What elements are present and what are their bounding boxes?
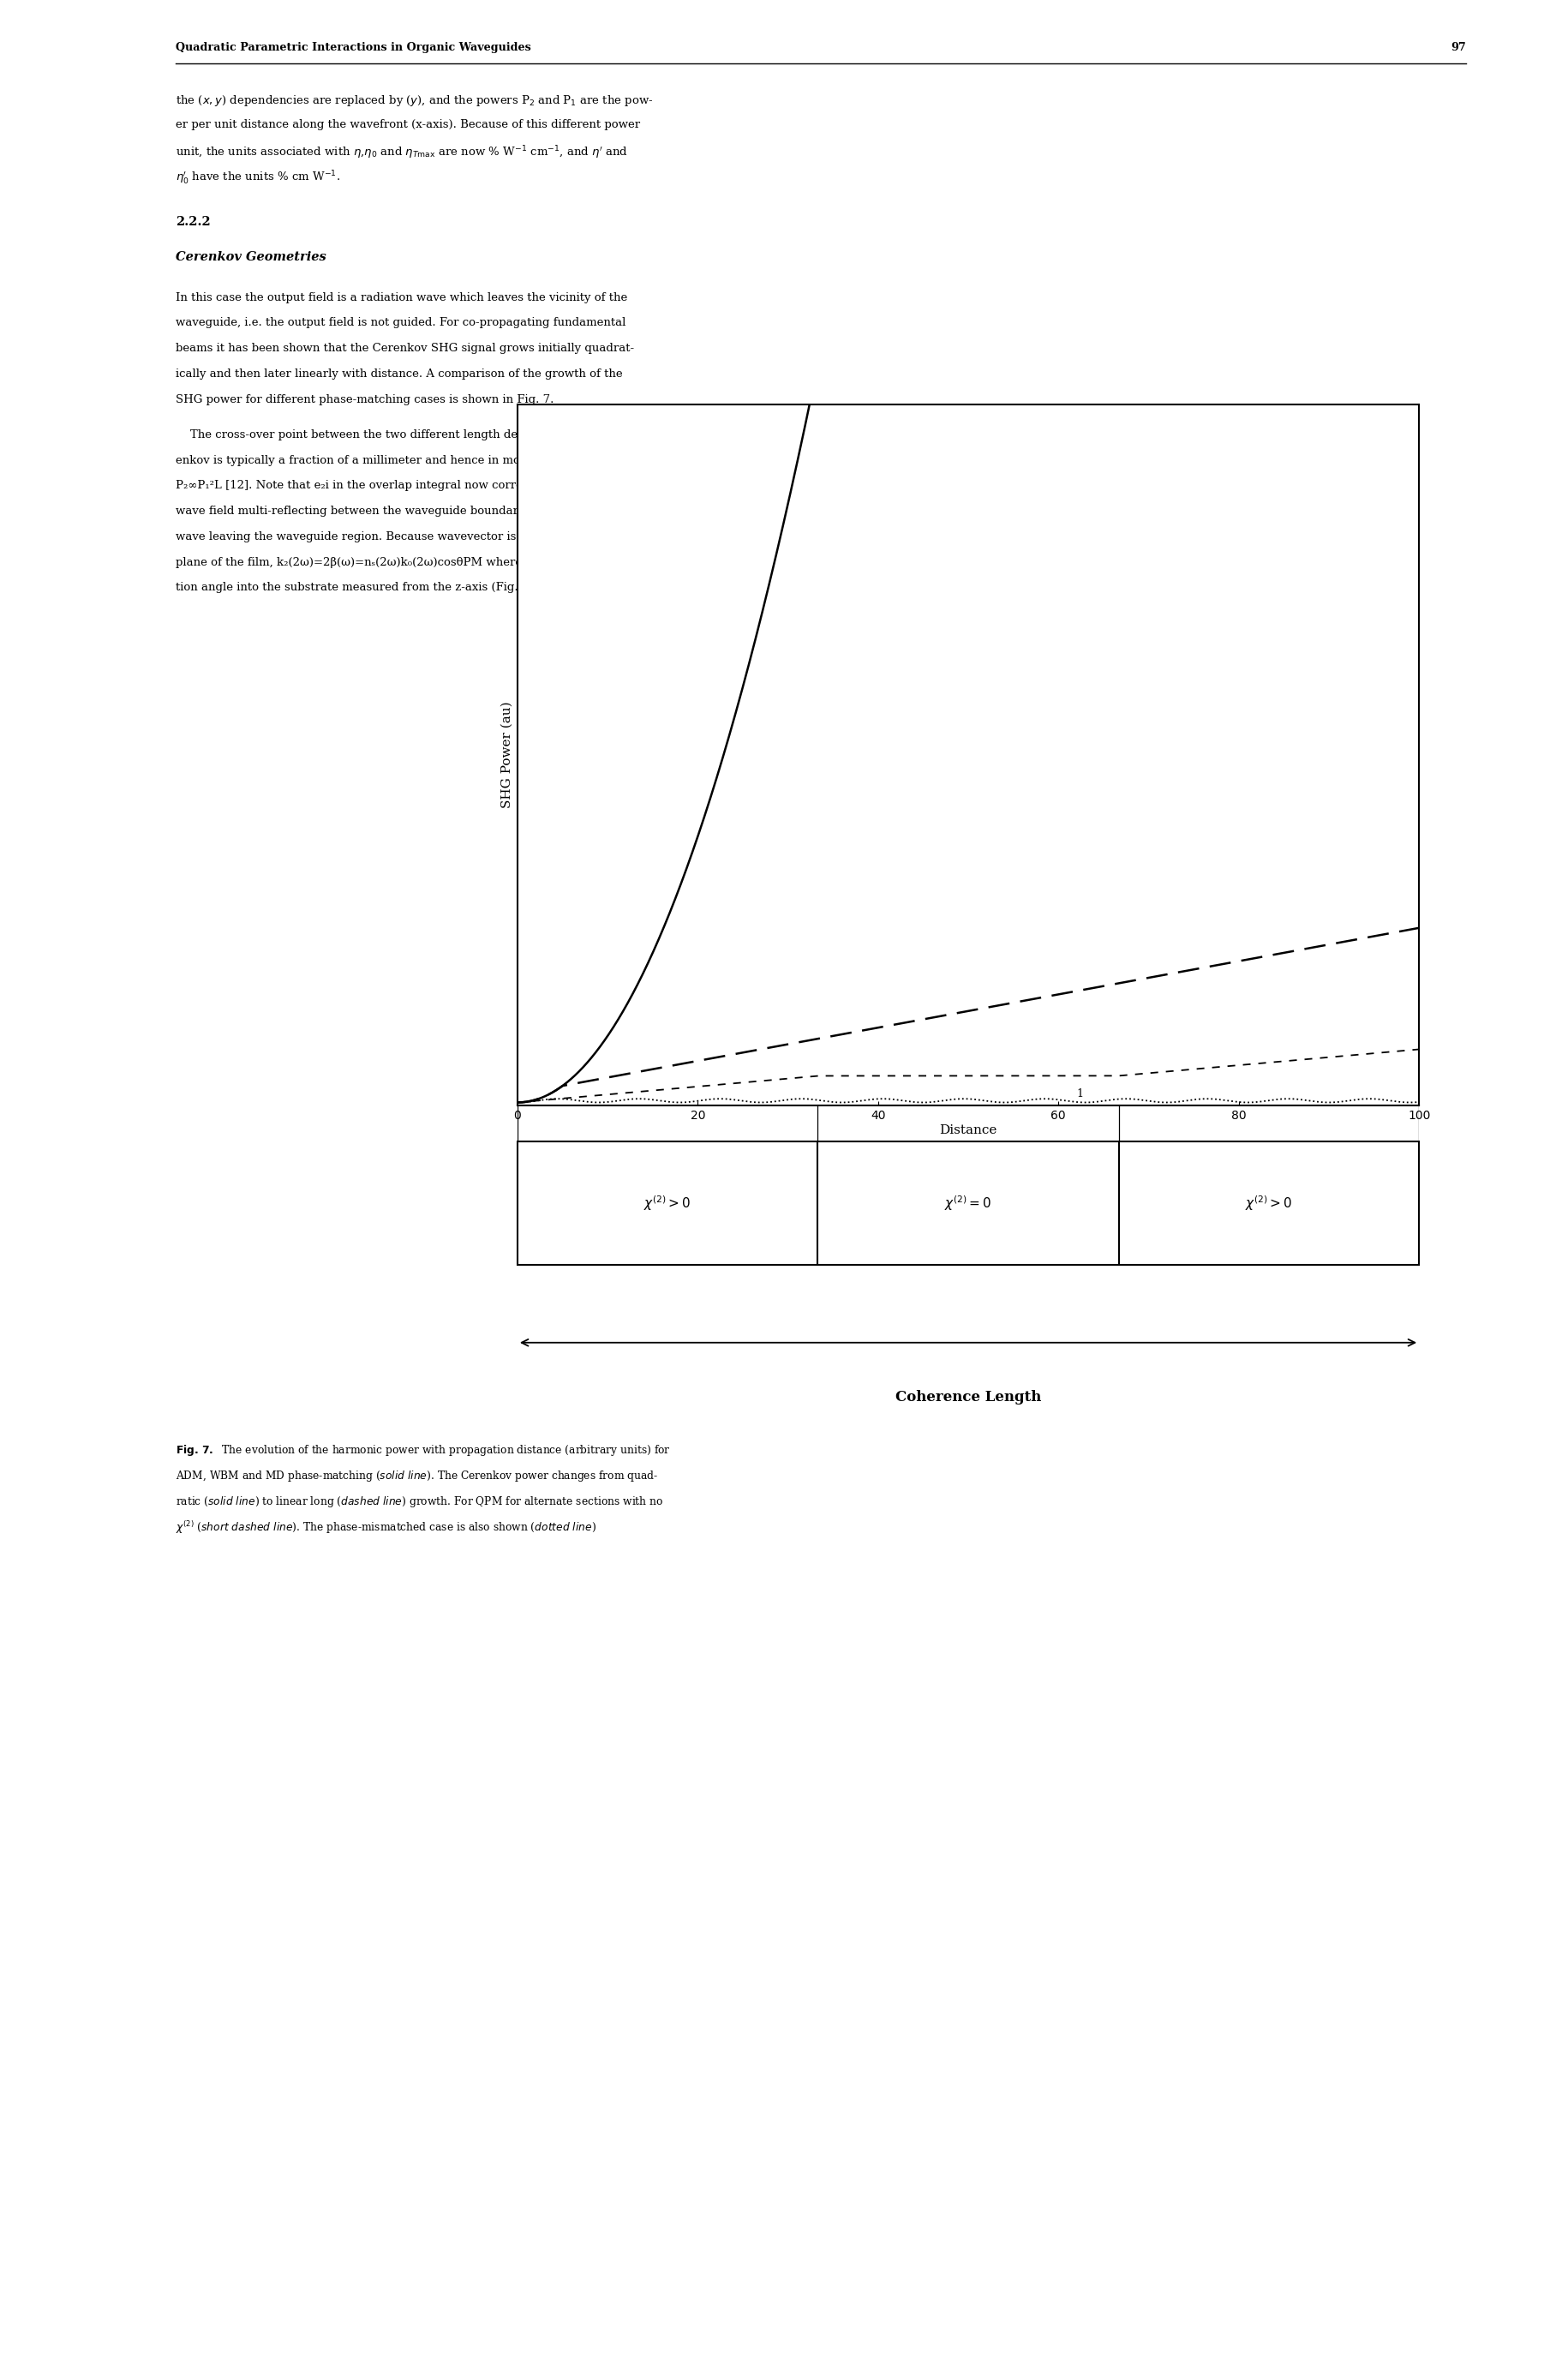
Y-axis label: SHG Power (au): SHG Power (au): [500, 702, 513, 809]
Text: Quadratic Parametric Interactions in Organic Waveguides: Quadratic Parametric Interactions in Org…: [176, 43, 532, 52]
Text: $\chi^{(2)} > 0$: $\chi^{(2)} > 0$: [1245, 1194, 1292, 1213]
Text: 2.2.2: 2.2.2: [176, 216, 210, 228]
Text: $\chi^{(2)} = 0$: $\chi^{(2)} = 0$: [944, 1194, 993, 1213]
Text: enkov is typically a fraction of a millimeter and hence in most practical cases: enkov is typically a fraction of a milli…: [176, 454, 619, 466]
Text: 97: 97: [1450, 43, 1466, 52]
Text: waveguide, i.e. the output field is not guided. For co-propagating fundamental: waveguide, i.e. the output field is not …: [176, 319, 626, 328]
Text: wave leaving the waveguide region. Because wavevector is conserved in the: wave leaving the waveguide region. Becau…: [176, 530, 615, 542]
Text: In this case the output field is a radiation wave which leaves the vicinity of t: In this case the output field is a radia…: [176, 292, 627, 302]
Text: Cerenkov Geometries: Cerenkov Geometries: [176, 252, 326, 264]
Text: ically and then later linearly with distance. A comparison of the growth of the: ically and then later linearly with dist…: [176, 369, 622, 380]
Text: $\eta_0'$ have the units % cm W$^{-1}$.: $\eta_0'$ have the units % cm W$^{-1}$.: [176, 169, 340, 188]
X-axis label: Distance: Distance: [939, 1125, 997, 1137]
Text: er per unit distance along the wavefront (x-axis). Because of this different pow: er per unit distance along the wavefront…: [176, 119, 640, 131]
Text: SHG power for different phase-matching cases is shown in Fig. 7.: SHG power for different phase-matching c…: [176, 395, 554, 404]
Text: wave field multi-reflecting between the waveguide boundaries, and P₂ is a plane: wave field multi-reflecting between the …: [176, 507, 638, 516]
Text: 1: 1: [1076, 1089, 1083, 1099]
Text: the ($x,y$) dependencies are replaced by ($y$), and the powers P$_2$ and P$_1$ a: the ($x,y$) dependencies are replaced by…: [176, 93, 654, 107]
Text: P₂∞P₁²L [12]. Note that e₂i in the overlap integral now corresponds to a plane: P₂∞P₁²L [12]. Note that e₂i in the overl…: [176, 480, 622, 492]
Text: $\mathbf{Fig.\,7.}$  The evolution of the harmonic power with propagation distan: $\mathbf{Fig.\,7.}$ The evolution of the…: [176, 1443, 671, 1458]
Text: plane of the film, k₂(2ω)=2β(ω)=nₛ(2ω)k₀(2ω)cosθPM where θPM is the radia-: plane of the film, k₂(2ω)=2β(ω)=nₛ(2ω)k₀…: [176, 556, 624, 568]
Text: tion angle into the substrate measured from the z-axis (Fig. 4). Here the figure: tion angle into the substrate measured f…: [176, 583, 629, 592]
Text: ADM, WBM and MD phase-matching ($\it{solid\ line}$). The Cerenkov power changes : ADM, WBM and MD phase-matching ($\it{sol…: [176, 1470, 659, 1484]
Text: $\chi^{(2)}$ ($\it{short\ dashed\ line}$). The phase-mismatched case is also sho: $\chi^{(2)}$ ($\it{short\ dashed\ line}$…: [176, 1520, 596, 1536]
Text: unit, the units associated with $\eta$,$\eta_0$ and $\eta_{T\rm{max}}$ are now %: unit, the units associated with $\eta$,$…: [176, 145, 629, 162]
Text: $\chi^{(2)} > 0$: $\chi^{(2)} > 0$: [644, 1194, 691, 1213]
Text: Coherence Length: Coherence Length: [895, 1389, 1041, 1405]
Text: The cross-over point between the two different length dependencies for Cer-: The cross-over point between the two dif…: [176, 430, 630, 440]
Text: ratic ($\it{solid\ line}$) to linear long ($\it{dashed\ line}$) growth. For QPM : ratic ($\it{solid\ line}$) to linear lon…: [176, 1493, 663, 1510]
Text: beams it has been shown that the Cerenkov SHG signal grows initially quadrat-: beams it has been shown that the Cerenko…: [176, 342, 633, 354]
